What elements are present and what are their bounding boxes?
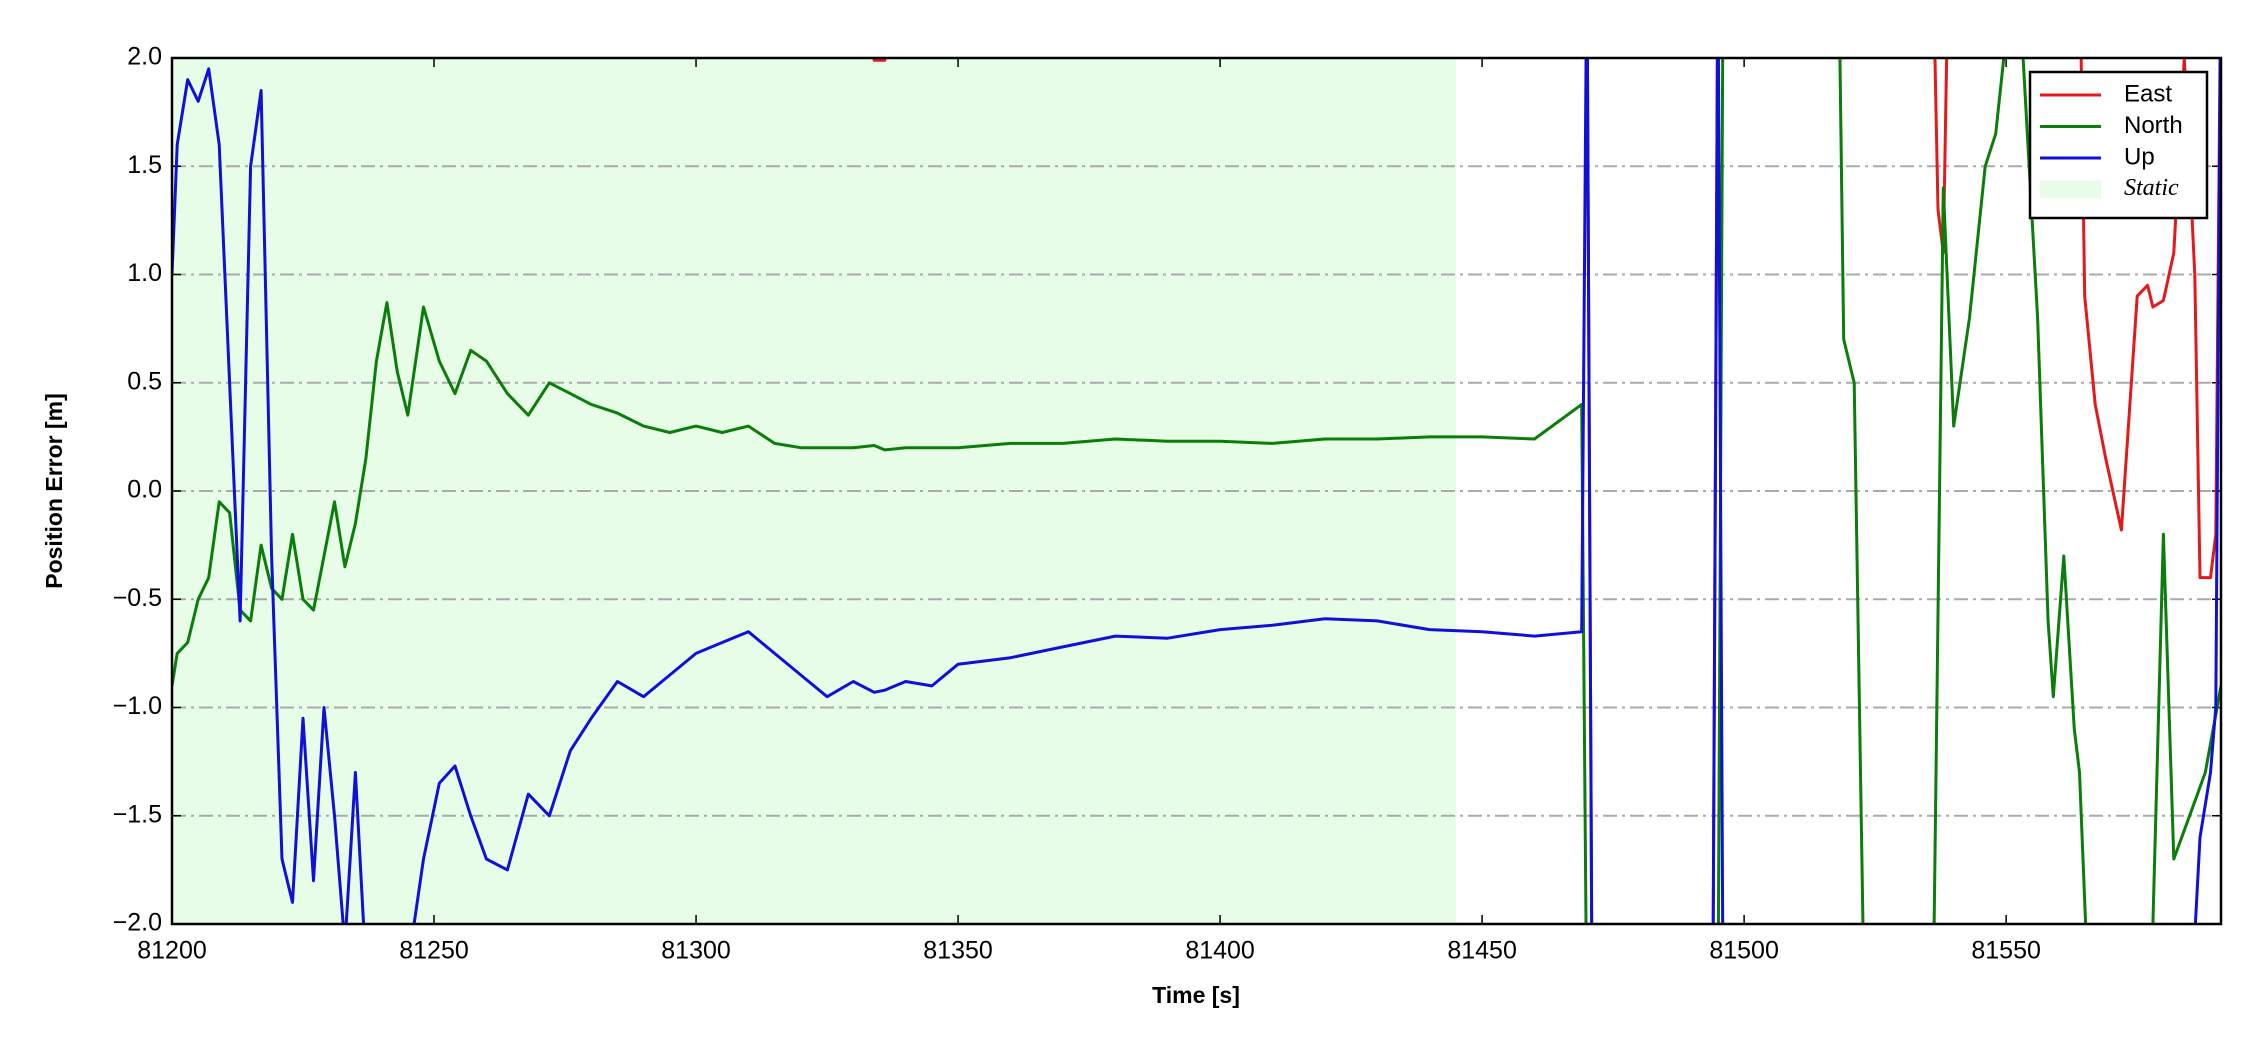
legend-swatch — [2040, 180, 2101, 199]
x-tick-label: 81250 — [399, 937, 469, 965]
y-tick-label: −0.5 — [113, 584, 162, 612]
plot-frame — [170, 56, 2223, 926]
x-axis-label: Time [s] — [1152, 982, 1240, 1008]
x-tick-label: 81550 — [1971, 937, 2041, 965]
y-axis-label: Position Error [m] — [41, 393, 67, 589]
x-tick-label: 81400 — [1185, 937, 1255, 965]
x-tick-label: 81350 — [923, 937, 993, 965]
x-tick-label: 81200 — [137, 937, 207, 965]
y-tick-label: 1.5 — [127, 151, 162, 179]
y-tick-label: −2.0 — [113, 909, 162, 937]
x-tick-label: 81500 — [1709, 937, 1779, 965]
y-tick-label: −1.0 — [113, 692, 162, 720]
y-tick-label: 1.0 — [127, 259, 162, 287]
x-tick-label: 81300 — [661, 937, 731, 965]
legend-label: East — [2124, 80, 2172, 107]
x-tick-label: 81450 — [1447, 937, 1517, 965]
series-line — [172, 58, 2221, 924]
legend-label: North — [2124, 112, 2183, 139]
y-tick-label: −1.5 — [113, 800, 162, 828]
legend-label: Static — [2124, 175, 2179, 201]
y-tick-label: 0.5 — [127, 367, 162, 395]
series-line — [172, 58, 2221, 924]
y-tick-label: 2.0 — [127, 43, 162, 71]
legend-label: Up — [2124, 143, 2155, 170]
y-tick-label: 0.0 — [127, 476, 162, 504]
